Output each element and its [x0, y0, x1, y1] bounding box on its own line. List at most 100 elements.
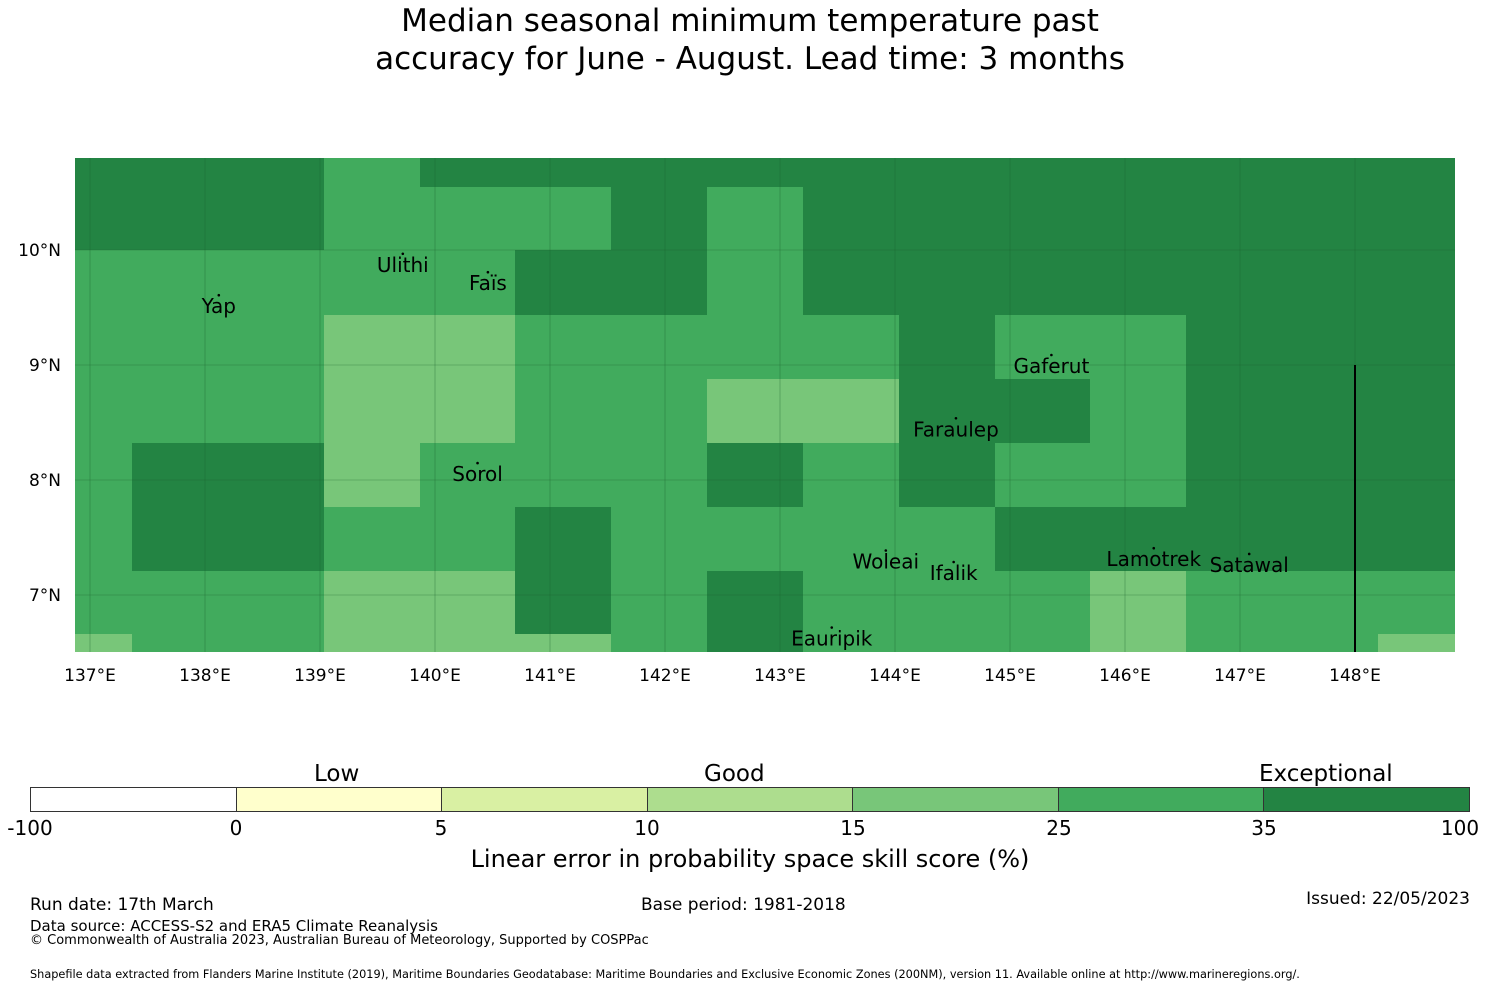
grid-cell — [75, 315, 228, 379]
longitude-tick-label: 139°E — [294, 666, 346, 686]
latitude-tick-label: 7°N — [29, 586, 61, 606]
grid-cell — [75, 379, 228, 443]
grid-cell — [707, 187, 803, 250]
grid-cell — [515, 250, 611, 315]
grid-cell — [324, 315, 420, 379]
latitude-tick-label: 9°N — [29, 356, 61, 376]
grid-cell — [995, 571, 1090, 652]
longitude-tick-label: 140°E — [409, 666, 461, 686]
grid-cell — [324, 250, 420, 315]
place-label: Faraulep — [913, 417, 999, 441]
grid-cell — [324, 571, 420, 652]
category-good: Good — [704, 761, 765, 787]
grid-cell — [995, 158, 1090, 187]
grid-cell — [515, 315, 611, 379]
grid-cell — [324, 507, 420, 571]
grid-cell — [707, 571, 803, 652]
place-label: Sorol — [452, 462, 503, 486]
grid-cell — [995, 443, 1090, 507]
grid-cell — [899, 507, 995, 571]
grid-cell — [803, 315, 899, 379]
colorbar-tick: 5 — [434, 816, 448, 840]
colorbar-segment — [1058, 788, 1265, 811]
grid-cell — [803, 379, 899, 443]
longitude-tick-label: 146°E — [1099, 666, 1151, 686]
grid-cell — [995, 379, 1090, 443]
shapefile-credit: Shapefile data extracted from Flanders M… — [30, 968, 1300, 981]
grid-cell — [899, 315, 995, 379]
data-source: Data source: ACCESS-S2 and ERA5 Climate … — [30, 917, 438, 935]
island-marker — [1152, 546, 1156, 550]
grid-cell — [707, 250, 803, 315]
colorbar-tick: 0 — [229, 816, 243, 840]
longitude-tick-label: 142°E — [639, 666, 691, 686]
grid-cell — [228, 158, 324, 187]
grid-cell — [75, 158, 228, 187]
place-label: Yap — [201, 294, 236, 318]
grid-cell — [1090, 379, 1186, 443]
place-label: Gaferut — [1013, 354, 1089, 378]
grid-cell — [803, 187, 899, 250]
grid-cell — [899, 250, 995, 315]
colorbar-segment — [442, 788, 648, 811]
grid-cell — [75, 250, 228, 315]
island-marker — [1247, 552, 1251, 556]
island-marker — [401, 252, 405, 256]
category-exceptional: Exceptional — [1259, 761, 1393, 787]
colorbar-label: Linear error in probability space skill … — [470, 845, 1030, 873]
grid-cell — [515, 634, 611, 652]
grid-cell — [1186, 158, 1455, 187]
place-label: Lamotrek — [1106, 547, 1201, 571]
place-label: Ifalik — [930, 561, 978, 585]
longitude-tick-label: 138°E — [179, 666, 231, 686]
grid-cell — [324, 187, 420, 250]
grid-cell — [611, 571, 707, 652]
grid-cell — [420, 250, 515, 315]
grid-cell — [228, 443, 324, 507]
grid-cell — [515, 443, 611, 507]
grid-cell — [324, 379, 420, 443]
issued-date: Issued: 22/05/2023 — [1306, 889, 1470, 909]
colorbar-tick: 25 — [1046, 816, 1072, 840]
colorbar-segment — [853, 788, 1059, 811]
grid-cell — [420, 443, 515, 507]
grid-cell — [420, 315, 515, 379]
grid-cell — [1186, 250, 1455, 315]
grid-cell — [1186, 315, 1455, 379]
colorbar-segment — [236, 788, 443, 811]
place-label: Eauripik — [791, 627, 873, 651]
island-marker — [830, 626, 834, 629]
grid-cell — [515, 158, 611, 187]
grid-cell — [1090, 158, 1186, 187]
grid-cell — [132, 443, 228, 571]
colorbar-segment — [31, 788, 237, 811]
grid-cell — [228, 507, 324, 571]
grid-cell — [995, 315, 1090, 379]
grid-cell — [75, 634, 132, 652]
grid-cell — [228, 634, 324, 652]
latitude-tick-label: 8°N — [29, 471, 61, 491]
grid-cell — [420, 507, 515, 571]
grid-cell — [899, 379, 995, 443]
grid-cell — [1090, 443, 1186, 507]
island-marker — [1050, 353, 1053, 357]
skill-map: 137°E 138°E 139°E 140°E 141°E 142°E 143°E 144°E… — [18, 158, 1455, 686]
longitude-tick-label: 143°E — [754, 666, 806, 686]
latitude-tick-label: 10°N — [18, 241, 61, 261]
grid-cell — [1186, 187, 1455, 250]
grid-cell — [899, 187, 995, 250]
grid-cell — [611, 507, 707, 571]
grid-cell — [420, 379, 515, 443]
grid-cell — [707, 379, 803, 443]
longitude-tick-label: 147°E — [1214, 666, 1266, 686]
chart-title: Median seasonal minimum temperature past… — [0, 2, 1500, 78]
grid-cell — [228, 379, 324, 443]
grid-cell — [1186, 443, 1455, 507]
longitude-tick-label: 145°E — [984, 666, 1036, 686]
grid-cell — [611, 187, 707, 250]
grid-cell — [803, 507, 899, 571]
grid-cell — [420, 158, 515, 187]
grid-cell — [611, 250, 707, 315]
grid-cell — [899, 571, 995, 652]
grid-cell — [324, 443, 420, 507]
